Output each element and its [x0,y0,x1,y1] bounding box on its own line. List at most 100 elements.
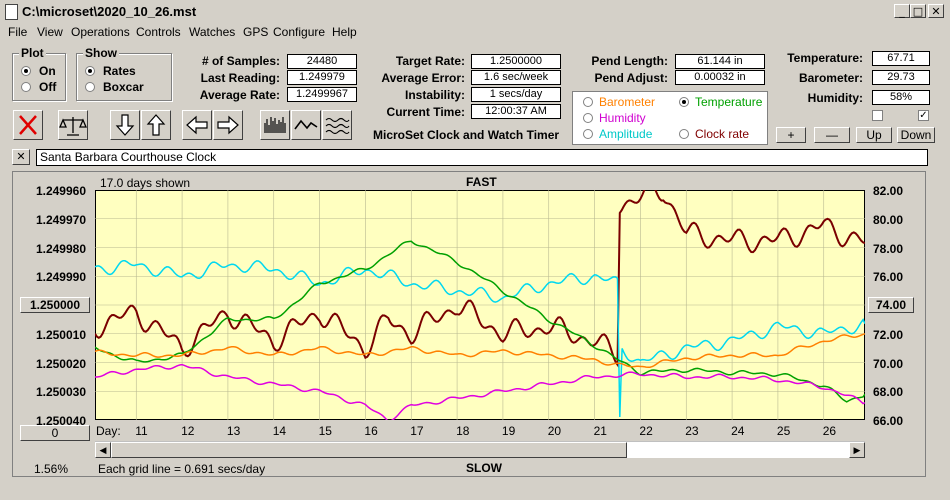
day-tick-label: 21 [593,424,607,438]
balance-button[interactable] [58,110,88,140]
y-left-tick-label: 1.250010 [35,327,86,342]
env-checkbox-2[interactable]: ✓ [918,110,929,121]
scroll-right-button[interactable]: ▶ [849,442,865,458]
overlay-clockrate-label: Clock rate [695,127,750,141]
y-left-tick-label: 1.250040 [35,414,86,428]
menu-operations[interactable]: Operations [71,25,130,39]
bar-graph-icon [264,117,286,133]
day-axis-label: Day: [96,424,121,438]
up-button[interactable]: Up [856,127,892,143]
average-rate-field: 1.2499967 [287,87,357,102]
day-tick-label: 24 [731,424,745,438]
wave-line-icon [294,119,318,130]
wave-view-button[interactable] [291,110,321,140]
series-line-4 [95,363,865,420]
balance-scale-icon [59,117,87,136]
plot-on-radio[interactable] [21,66,31,76]
menu-configure[interactable]: Configure [273,25,326,39]
close-button[interactable]: ✕ [928,4,944,18]
plus-button[interactable]: + [776,127,806,143]
day-tick-label: 15 [318,424,332,438]
current-time-label: Current Time: [386,105,465,119]
plot-on-label: On [39,64,56,78]
scroll-left-button[interactable]: ◀ [95,442,111,458]
menu-bar: File View Operations Controls Watches GP… [0,23,950,41]
zero-button[interactable]: 0 [20,425,90,441]
y-right-tick-label: 66.00 [873,414,904,428]
arrow-right-button[interactable] [213,110,243,140]
clear-clock-name-button[interactable]: ✕ [12,149,30,165]
samples-label: # of Samples: [201,54,280,68]
menu-watches[interactable]: Watches [189,25,236,39]
overlay-barometer-label: Barometer [599,95,656,109]
overlay-barometer-radio[interactable] [583,97,593,107]
env-checkbox-1[interactable] [872,110,883,121]
fast-label: FAST [466,175,497,189]
humidity-label: Humidity: [807,91,863,105]
center-rate-button[interactable]: 1.250000 [20,297,90,313]
pend-adjust-label: Pend Adjust: [594,71,668,85]
title-bar: C:\microset\2020_10_26.mst _ □ ✕ [0,0,950,22]
day-tick-label: 18 [456,424,470,438]
minus-button[interactable]: — [814,127,850,143]
red-x-icon [19,115,37,135]
show-boxcar-radio[interactable] [85,82,95,92]
arrow-left-button[interactable] [182,110,212,140]
scroll-thumb[interactable] [111,442,627,458]
scroll-track[interactable] [627,442,849,458]
overlay-amplitude-label: Amplitude [599,127,653,141]
y-right-tick-label: 78.00 [873,241,904,256]
chart-frame [12,171,926,477]
show-rates-radio[interactable] [85,66,95,76]
pend-length-field: 61.144 in [675,54,765,69]
pend-adjust-field: 0.00032 in [675,70,765,85]
series-line-0 [95,190,865,368]
menu-view[interactable]: View [37,25,63,39]
grid-note: Each grid line = 0.691 secs/day [98,462,266,476]
maximize-button[interactable]: □ [910,4,926,18]
last-reading-label: Last Reading: [200,71,280,85]
stop-button[interactable] [13,110,43,140]
overlay-amplitude-radio[interactable] [583,129,593,139]
show-boxcar-label: Boxcar [103,80,144,94]
average-error-label: Average Error: [381,71,465,85]
app-icon [5,4,18,20]
barometer-label: Barometer: [798,71,863,85]
chart-scrollbar[interactable]: ◀ ▶ [95,441,865,458]
instability-label: Instability: [404,88,465,102]
day-tick-label: 11 [135,424,148,438]
samples-field: 24480 [287,54,357,69]
slow-label: SLOW [466,461,502,475]
overlay-temperature-radio[interactable] [679,97,689,107]
center-temp-button[interactable]: 74.00 [868,297,914,313]
plot-group: Plot On Off [12,46,66,101]
y-right-tick-label: 68.00 [873,385,904,400]
show-rates-label: Rates [103,64,136,78]
arrow-up-button[interactable] [141,110,171,140]
show-group-title: Show [83,46,119,60]
menu-controls[interactable]: Controls [136,25,181,39]
menu-help[interactable]: Help [332,25,357,39]
overlay-humidity-radio[interactable] [583,113,593,123]
bar-view-button[interactable] [260,110,290,140]
plot-off-radio[interactable] [21,82,31,92]
menu-file[interactable]: File [8,25,28,39]
y-left-tick-label: 1.249960 [35,184,86,198]
ripple-lines-icon [325,117,350,135]
y-right-tick-label: 82.00 [873,184,904,198]
window-title: C:\microset\2020_10_26.mst [22,4,197,19]
minimize-button[interactable]: _ [894,4,910,18]
y-left-tick-label: 1.249980 [35,241,86,256]
day-tick-label: 25 [776,424,791,438]
arrow-down-button[interactable] [110,110,140,140]
target-rate-field: 1.2500000 [471,54,561,69]
menu-gps[interactable]: GPS [243,25,269,39]
clock-name-input[interactable]: Santa Barbara Courthouse Clock [36,149,928,166]
down-button[interactable]: Down [897,127,935,143]
y-right-tick-label: 80.00 [873,212,904,227]
ripple-view-button[interactable] [322,110,352,140]
arrow-left-icon [186,115,208,135]
overlay-temperature-label: Temperature [695,95,763,109]
overlay-clockrate-radio[interactable] [679,129,689,139]
show-group: Show Rates Boxcar [76,46,172,101]
